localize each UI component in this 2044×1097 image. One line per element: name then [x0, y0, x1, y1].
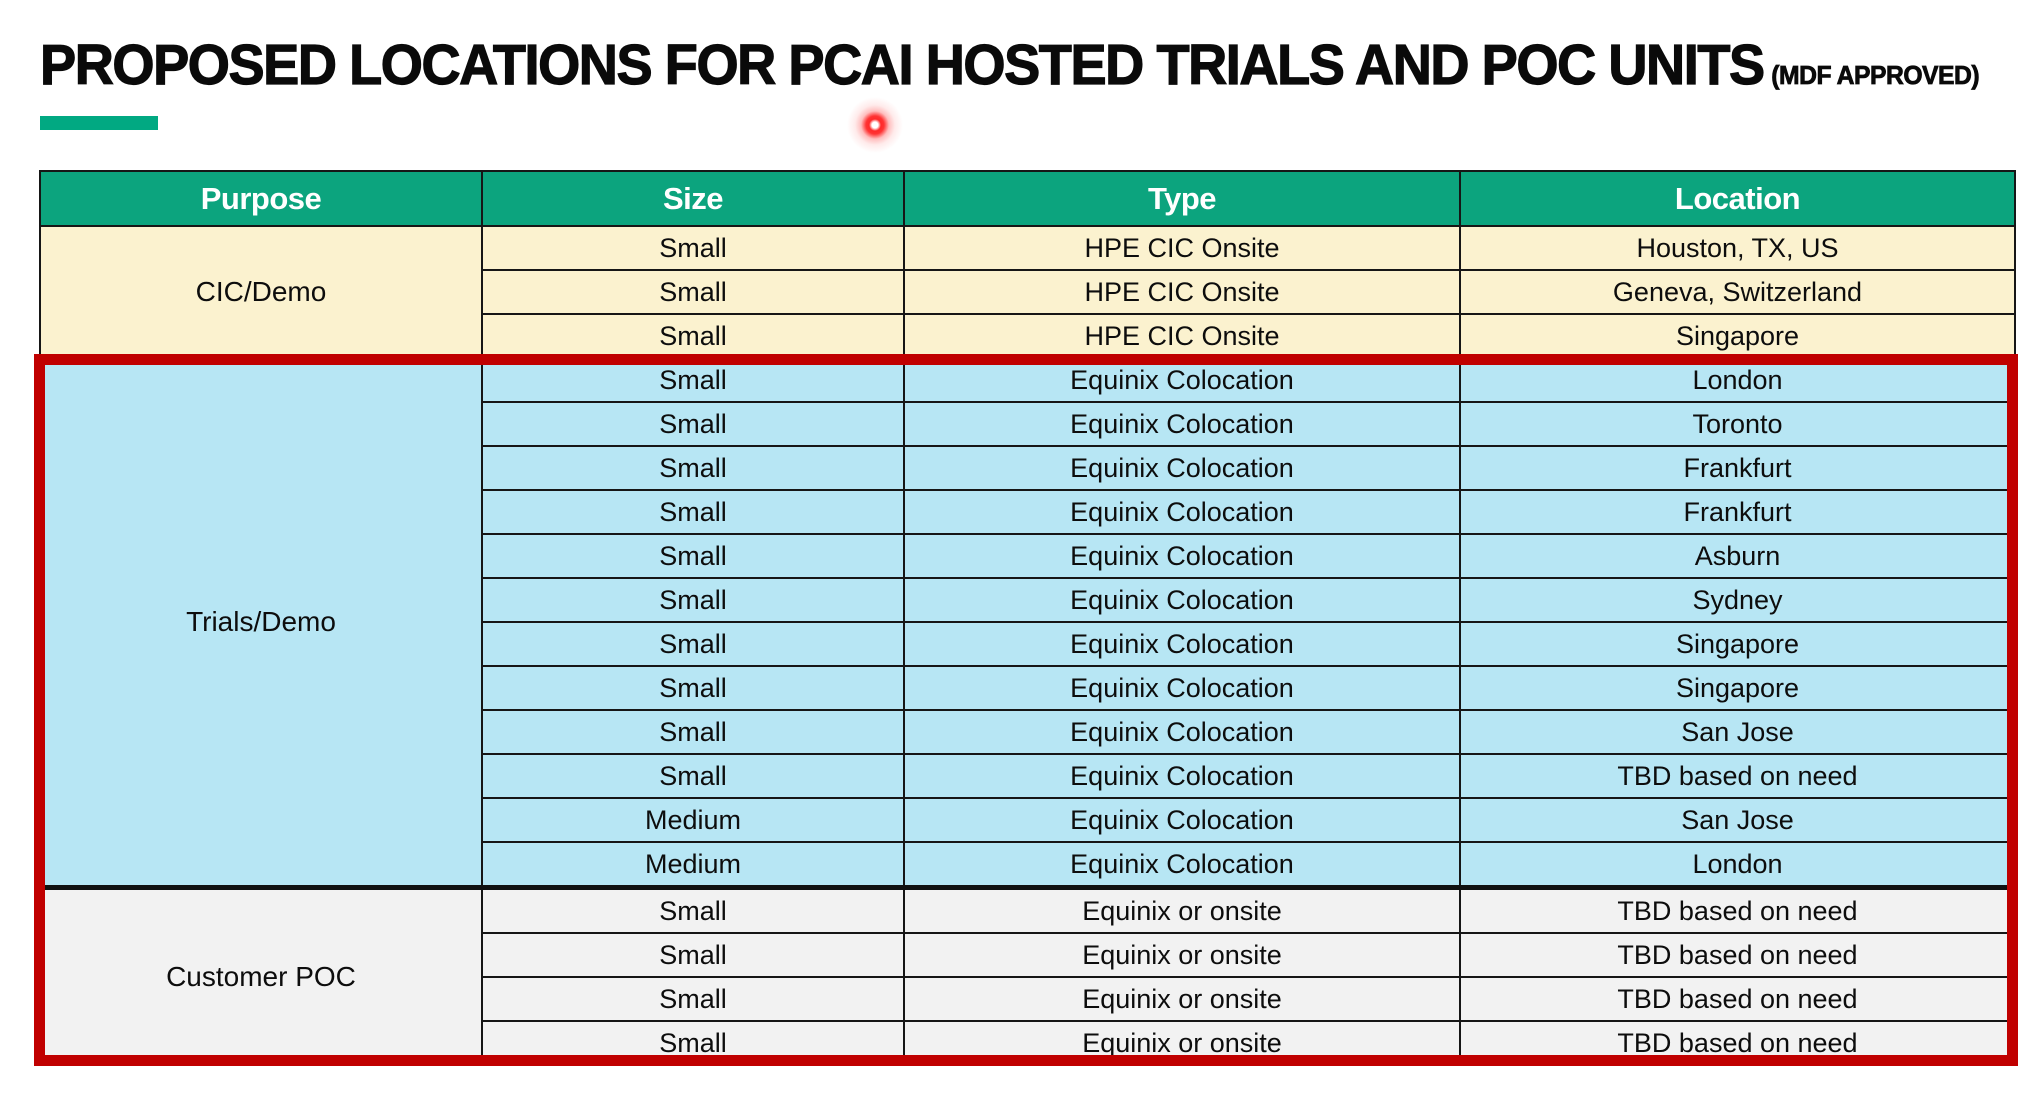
type-cell: Equinix Colocation	[903, 401, 1461, 447]
type-cell: Equinix Colocation	[903, 841, 1461, 889]
table-row: Small HPE CIC Onsite Geneva, Switzerland	[40, 269, 2016, 315]
table-row: Small Equinix Colocation Sydney	[40, 577, 2016, 623]
size-cell: Small	[481, 577, 905, 623]
type-cell: Equinix Colocation	[903, 621, 1461, 667]
location-cell: Frankfurt	[1459, 489, 2016, 535]
size-cell: Small	[481, 357, 905, 403]
type-cell: Equinix or onsite	[903, 932, 1461, 978]
location-cell: London	[1459, 841, 2016, 889]
location-cell: Frankfurt	[1459, 445, 2016, 491]
location-cell: TBD based on need	[1459, 753, 2016, 799]
table-row: Small Equinix or onsite TBD based on need	[40, 976, 2016, 1022]
location-cell: Houston, TX, US	[1459, 225, 2016, 271]
table-header: Purpose Size Type Location	[39, 170, 2016, 227]
purpose-cell: Customer POC	[39, 885, 483, 1066]
type-cell: HPE CIC Onsite	[903, 225, 1461, 271]
size-cell: Medium	[481, 841, 905, 889]
size-cell: Small	[481, 445, 905, 491]
location-cell: London	[1459, 357, 2016, 403]
location-cell: San Jose	[1459, 797, 2016, 843]
size-cell: Small	[481, 225, 905, 271]
type-cell: Equinix or onsite	[903, 885, 1461, 934]
table-row: Small Equinix Colocation Singapore	[40, 621, 2016, 667]
location-cell: TBD based on need	[1459, 932, 2016, 978]
type-cell: Equinix Colocation	[903, 797, 1461, 843]
type-cell: Equinix Colocation	[903, 577, 1461, 623]
page-title: PROPOSED LOCATIONS FOR PCAI HOSTED TRIAL…	[39, 33, 1980, 97]
type-cell: HPE CIC Onsite	[903, 269, 1461, 315]
header-row: Purpose Size Type Location	[39, 170, 2016, 227]
purpose-cell: Trials/Demo	[39, 357, 483, 889]
title-accent-bar	[40, 116, 158, 130]
table-row: Small Equinix Colocation Frankfurt	[40, 489, 2016, 535]
table-row: Small Equinix Colocation TBD based on need	[40, 753, 2016, 799]
column-header-type: Type	[903, 170, 1461, 227]
location-cell: San Jose	[1459, 709, 2016, 755]
size-cell: Small	[481, 665, 905, 711]
location-cell: Toronto	[1459, 401, 2016, 447]
location-cell: Singapore	[1459, 665, 2016, 711]
size-cell: Small	[481, 976, 905, 1022]
location-cell: TBD based on need	[1459, 976, 2016, 1022]
type-cell: Equinix Colocation	[903, 753, 1461, 799]
location-cell: Geneva, Switzerland	[1459, 269, 2016, 315]
size-cell: Small	[481, 753, 905, 799]
size-cell: Small	[481, 489, 905, 535]
column-header-size: Size	[481, 170, 905, 227]
table-row: CIC/Demo Small HPE CIC Onsite Houston, TX, …	[39, 225, 2016, 359]
location-cell: Sydney	[1459, 577, 2016, 623]
table-row: Medium Equinix Colocation London	[40, 841, 2016, 889]
table-row: Small Equinix or onsite TBD based on need	[40, 932, 2016, 978]
size-cell: Small	[481, 621, 905, 667]
size-cell: Small	[481, 533, 905, 579]
size-cell: Medium	[481, 797, 905, 843]
location-cell: TBD based on need	[1459, 885, 2016, 934]
location-cell: TBD based on need	[1459, 1020, 2016, 1066]
laser-pointer-dot	[847, 97, 903, 153]
type-cell: HPE CIC Onsite	[903, 313, 1461, 359]
table-row: Trials/Demo Small Equinix Colocation London	[39, 357, 2016, 889]
size-cell: Small	[481, 709, 905, 755]
size-cell: Small	[481, 401, 905, 447]
size-cell: Small	[481, 885, 905, 934]
type-cell: Equinix Colocation	[903, 357, 1461, 403]
table-row: Small Equinix Colocation Frankfurt	[40, 445, 2016, 491]
table-row: Medium Equinix Colocation San Jose	[40, 797, 2016, 843]
type-cell: Equinix or onsite	[903, 1020, 1461, 1066]
table-row: Small Equinix Colocation Toronto	[40, 401, 2016, 447]
location-cell: Asburn	[1459, 533, 2016, 579]
column-header-purpose: Purpose	[39, 170, 483, 227]
page-title-suffix: (MDF APPROVED)	[1771, 60, 1980, 90]
locations-table: Purpose Size Type Location CIC/Demo Small HPE…	[39, 170, 2016, 1066]
type-cell: Equinix Colocation	[903, 489, 1461, 535]
type-cell: Equinix Colocation	[903, 665, 1461, 711]
type-cell: Equinix Colocation	[903, 709, 1461, 755]
page-title-text: PROPOSED LOCATIONS FOR PCAI HOSTED TRIAL…	[39, 33, 1765, 97]
type-cell: Equinix or onsite	[903, 976, 1461, 1022]
table-row: Small Equinix Colocation Singapore	[40, 665, 2016, 711]
type-cell: Equinix Colocation	[903, 533, 1461, 579]
size-cell: Small	[481, 932, 905, 978]
location-cell: Singapore	[1459, 621, 2016, 667]
purpose-cell: CIC/Demo	[39, 225, 483, 359]
table-row: Customer POC Small Equinix or onsite TBD ba…	[39, 885, 2016, 1066]
type-cell: Equinix Colocation	[903, 445, 1461, 491]
table-row: Small Equinix Colocation Asburn	[40, 533, 2016, 579]
size-cell: Small	[481, 1020, 905, 1066]
size-cell: Small	[481, 269, 905, 315]
column-header-location: Location	[1459, 170, 2016, 227]
location-cell: Singapore	[1459, 313, 2016, 359]
size-cell: Small	[481, 313, 905, 359]
table-body: CIC/Demo Small HPE CIC Onsite Houston, TX, …	[39, 225, 2016, 1066]
table-row: Small Equinix Colocation San Jose	[40, 709, 2016, 755]
table-row: Small HPE CIC Onsite Singapore	[40, 313, 2016, 359]
